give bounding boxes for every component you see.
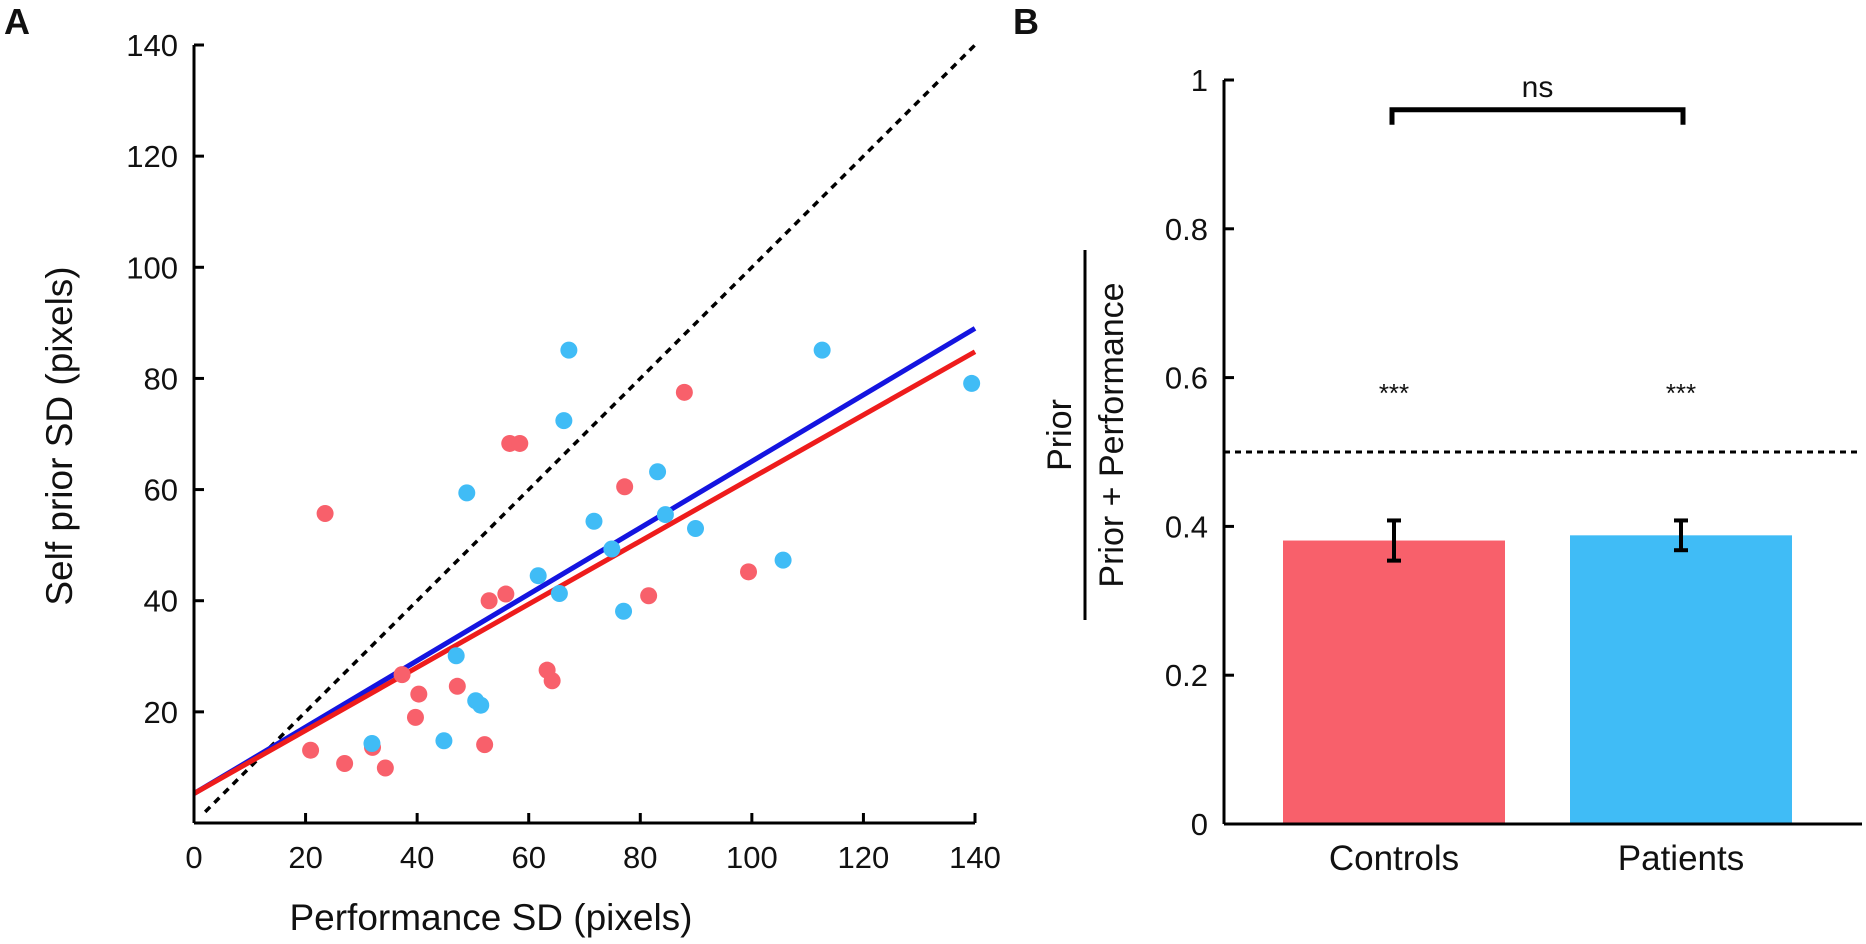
y-tick-label: 20 <box>144 695 178 730</box>
b-y-tick-label: 0.2 <box>1165 658 1208 693</box>
patients-point <box>963 374 981 392</box>
patients-point <box>560 341 578 359</box>
x-tick-label: 40 <box>400 840 434 875</box>
x-tick-label: 100 <box>726 840 778 875</box>
x-tick-label: 0 <box>185 840 202 875</box>
y-tick-label: 60 <box>144 473 178 508</box>
patients-point <box>550 584 568 602</box>
y-label-numerator: Prior <box>1041 399 1079 471</box>
controls-point <box>543 672 561 690</box>
y-axis-fraction-label: Prior Prior + Performance <box>1041 250 1131 620</box>
y-tick-label: 80 <box>144 361 178 396</box>
y-tick-label: 100 <box>126 250 178 285</box>
controls-point <box>511 434 529 452</box>
patients-point <box>435 732 453 750</box>
y-label-denominator: Prior + Performance <box>1093 282 1131 587</box>
controls-point <box>476 736 494 754</box>
controls-point <box>406 708 424 726</box>
y-tick-label: 120 <box>126 139 178 174</box>
patients-point <box>447 647 465 665</box>
b-y-tick-label: 1 <box>1191 63 1208 98</box>
patients-bar <box>1570 535 1792 824</box>
y-tick-label: 40 <box>144 584 178 619</box>
patients-point <box>529 567 547 585</box>
comparison-label: ns <box>1522 71 1554 104</box>
patients-point <box>603 540 621 558</box>
controls-point <box>393 666 411 684</box>
controls-significance-stars: *** <box>1379 378 1409 408</box>
x-tick-label: 140 <box>949 840 1001 875</box>
controls-point <box>616 478 634 496</box>
patients-point <box>363 735 381 753</box>
patients-point <box>656 506 674 524</box>
y-tick-label: 140 <box>126 28 178 63</box>
identity-line <box>203 43 977 814</box>
patients-point <box>649 463 667 481</box>
patients-category-label: Patients <box>1618 839 1744 878</box>
controls-point <box>336 755 354 773</box>
patients-point <box>774 551 792 569</box>
patients-point <box>472 696 490 714</box>
x-tick-label: 80 <box>623 840 657 875</box>
patients-point <box>687 519 705 537</box>
patients-significance-stars: *** <box>1666 378 1696 408</box>
controls-bar <box>1283 540 1505 824</box>
patients-point <box>813 341 831 359</box>
controls-fit-line <box>192 349 977 796</box>
y-axis-title: Self prior SD (pixels) <box>39 266 80 605</box>
controls-point <box>376 759 394 777</box>
controls-point <box>302 741 320 759</box>
patients-point <box>458 484 476 502</box>
x-tick-label: 120 <box>838 840 890 875</box>
patients-fit-line <box>192 326 977 796</box>
patients-point <box>585 512 603 530</box>
controls-point <box>640 587 658 605</box>
panel-b-label: B <box>1013 1 1039 42</box>
x-tick-label: 20 <box>288 840 322 875</box>
controls-point <box>675 383 693 401</box>
controls-point <box>448 677 466 695</box>
panel-a-label: A <box>4 1 30 42</box>
controls-point <box>740 563 758 581</box>
x-tick-label: 60 <box>511 840 545 875</box>
patients-point <box>555 412 573 430</box>
controls-point <box>480 592 498 610</box>
controls-point <box>316 504 334 522</box>
controls-point <box>410 685 428 703</box>
controls-category-label: Controls <box>1329 839 1459 878</box>
comparison-bracket <box>1389 107 1686 125</box>
b-y-tick-label: 0.6 <box>1165 361 1208 396</box>
b-y-tick-label: 0.8 <box>1165 212 1208 247</box>
patients-point <box>615 602 633 620</box>
b-y-tick-label: 0.4 <box>1165 509 1208 544</box>
x-axis-title: Performance SD (pixels) <box>289 897 692 938</box>
panel-b-bar: B 0 0.2 0.4 0.6 0.8 1 Controls *** Patients *** n… <box>1013 1 1862 878</box>
controls-point <box>497 585 515 603</box>
panel-a-scatter: A 0 20 40 60 80 100 120 140 20 40 60 80 100 120 140 Pe… <box>4 1 1001 938</box>
b-y-tick-label: 0 <box>1191 807 1208 842</box>
